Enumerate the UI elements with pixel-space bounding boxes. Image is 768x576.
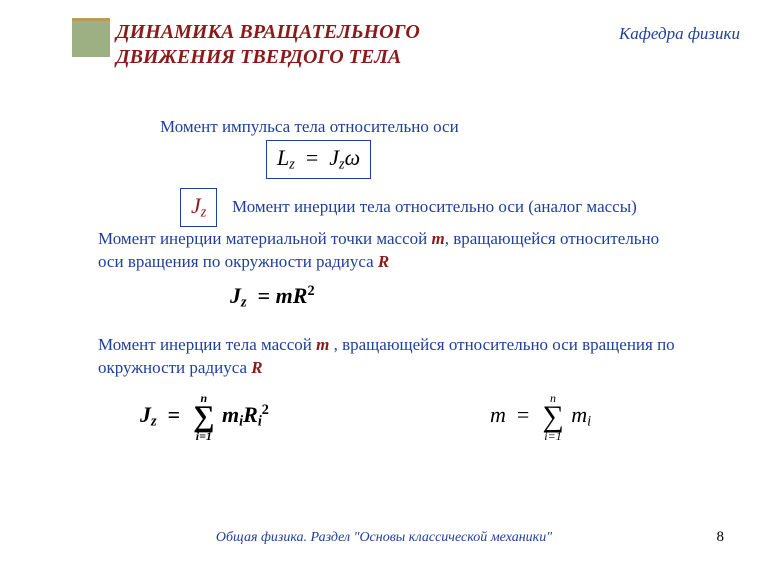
footer-text: Общая физика. Раздел "Основы классическо… — [0, 530, 768, 546]
text-moment-of-inertia: Момент инерции тела относительно оси (ан… — [232, 196, 637, 219]
formula-body-inertia-sum: Jz = n ∑ i=1 miRi2 — [140, 392, 269, 442]
slide-title: ДИНАМИКА ВРАЩАТЕЛЬНОГО ДВИЖЕНИЯ ТВЕРДОГО… — [116, 20, 536, 70]
text-point-mass-inertia: Момент инерции материальной точки массой… — [98, 228, 678, 274]
formula-mass-sum: m = n ∑ i=1 mi — [490, 392, 591, 442]
formula-jz-symbol: Jz — [180, 188, 217, 227]
formula-point-mass: Jz = mR2 — [230, 283, 315, 312]
text-angular-momentum: Момент импульса тела относительно оси — [160, 116, 459, 139]
formula-angular-momentum: Lz = Jzω — [266, 140, 371, 179]
text-body-inertia: Момент инерции тела массой m , вращающей… — [98, 334, 678, 380]
page-number: 8 — [717, 529, 725, 546]
department-label: Кафедра физики — [619, 24, 740, 44]
title-line-1: ДИНАМИКА ВРАЩАТЕЛЬНОГО — [116, 20, 536, 45]
title-line-2: ДВИЖЕНИЯ ТВЕРДОГО ТЕЛА — [116, 45, 536, 70]
accent-box — [72, 18, 110, 57]
